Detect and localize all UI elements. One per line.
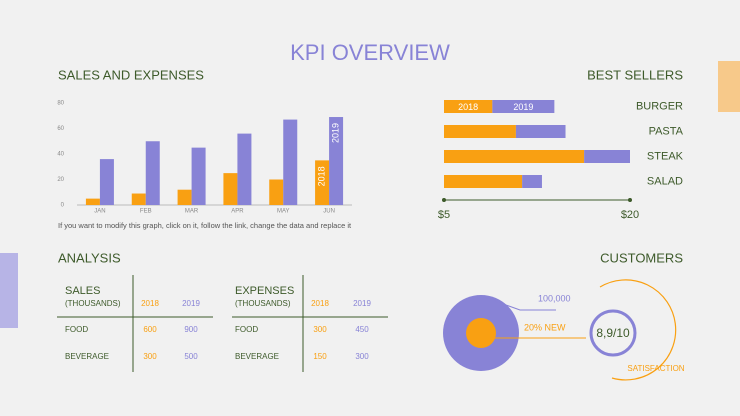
customers-graphic: 100,000 20% NEW 8,9/10 SATISFACTION	[443, 279, 685, 381]
bar	[283, 119, 298, 205]
row-label: BEVERAGE	[235, 352, 279, 361]
page-title: KPI OVERVIEW	[290, 40, 450, 65]
bar	[237, 133, 252, 205]
bar	[492, 100, 555, 113]
y-tick-label: 80	[57, 101, 64, 107]
chart-title: BEST SELLERS	[587, 67, 683, 82]
series-label: 2019	[330, 123, 340, 143]
cell: 500	[184, 352, 198, 361]
section-title: ANALYSIS	[58, 250, 121, 265]
cell: 300	[313, 325, 327, 334]
section-title: CUSTOMERS	[600, 250, 683, 265]
bar	[269, 179, 284, 205]
bar	[444, 100, 493, 113]
row-label: FOOD	[235, 325, 258, 334]
cell: 150	[313, 352, 327, 361]
col-header: 2018	[311, 299, 329, 308]
x-tick-label: $5	[438, 209, 450, 221]
bar	[99, 159, 114, 205]
col-header: 2019	[182, 299, 200, 308]
table-subtitle: (THOUSANDS)	[65, 299, 121, 308]
cell: 450	[355, 325, 369, 334]
connector	[480, 295, 556, 311]
y-tick-label: 40	[57, 152, 64, 158]
customers-new: 20% NEW	[524, 322, 566, 332]
bar	[223, 173, 238, 205]
cell: 600	[143, 325, 157, 334]
bar	[515, 125, 566, 138]
bar	[444, 150, 585, 163]
bar	[329, 117, 344, 205]
x-tick-label: JUN	[323, 209, 335, 215]
col-header: 2019	[353, 299, 371, 308]
y-tick-label: SALAD	[647, 175, 683, 187]
bar	[131, 193, 146, 205]
deco	[0, 253, 18, 328]
y-tick-label: BURGER	[636, 100, 683, 112]
bar	[177, 189, 192, 205]
satisfaction-score: 8,9/10	[596, 326, 630, 340]
bar	[444, 175, 523, 188]
y-tick-label: 20	[57, 177, 64, 183]
satisfaction-label: SATISFACTION	[627, 364, 684, 373]
cell: 300	[143, 352, 157, 361]
ring	[589, 309, 637, 357]
table: SALES (THOUSANDS) 2018 2019 FOOD 600 900…	[57, 275, 213, 372]
y-tick-label: PASTA	[649, 125, 684, 137]
series-label: 2018	[458, 102, 478, 112]
x-tick-label: FEB	[140, 209, 152, 215]
circle	[466, 318, 496, 348]
customers-total: 100,000	[538, 293, 571, 303]
table-title: EXPENSES	[235, 285, 294, 297]
x-tick-label: JAN	[94, 209, 105, 215]
bar	[522, 175, 542, 188]
cell: 300	[355, 352, 369, 361]
x-tick-label: $20	[621, 209, 639, 221]
row-label: FOOD	[65, 325, 88, 334]
x-tick-label: MAR	[185, 209, 199, 215]
bar	[584, 150, 630, 163]
bar	[145, 141, 160, 205]
bar	[85, 198, 100, 205]
ring	[599, 279, 677, 381]
y-tick-label: 0	[61, 203, 65, 209]
series-label: 2019	[513, 102, 533, 112]
deco	[718, 61, 740, 112]
series-label: 2018	[316, 166, 326, 186]
bar	[315, 160, 330, 205]
row-label: BEVERAGE	[65, 352, 109, 361]
y-tick-label: STEAK	[647, 150, 684, 162]
note: If you want to modify this graph, click …	[58, 221, 352, 230]
bar	[444, 125, 516, 138]
x-tick-label: APR	[231, 209, 244, 215]
x-tick-label: MAY	[277, 209, 290, 215]
col-header: 2018	[141, 299, 159, 308]
table: EXPENSES (THOUSANDS) 2018 2019 FOOD 300 …	[232, 275, 388, 372]
chart-title: SALES AND EXPENSES	[58, 67, 204, 82]
cell: 900	[184, 325, 198, 334]
table-subtitle: (THOUSANDS)	[235, 299, 291, 308]
y-tick-label: 60	[57, 126, 64, 132]
bar	[191, 147, 206, 205]
table-title: SALES	[65, 285, 100, 297]
